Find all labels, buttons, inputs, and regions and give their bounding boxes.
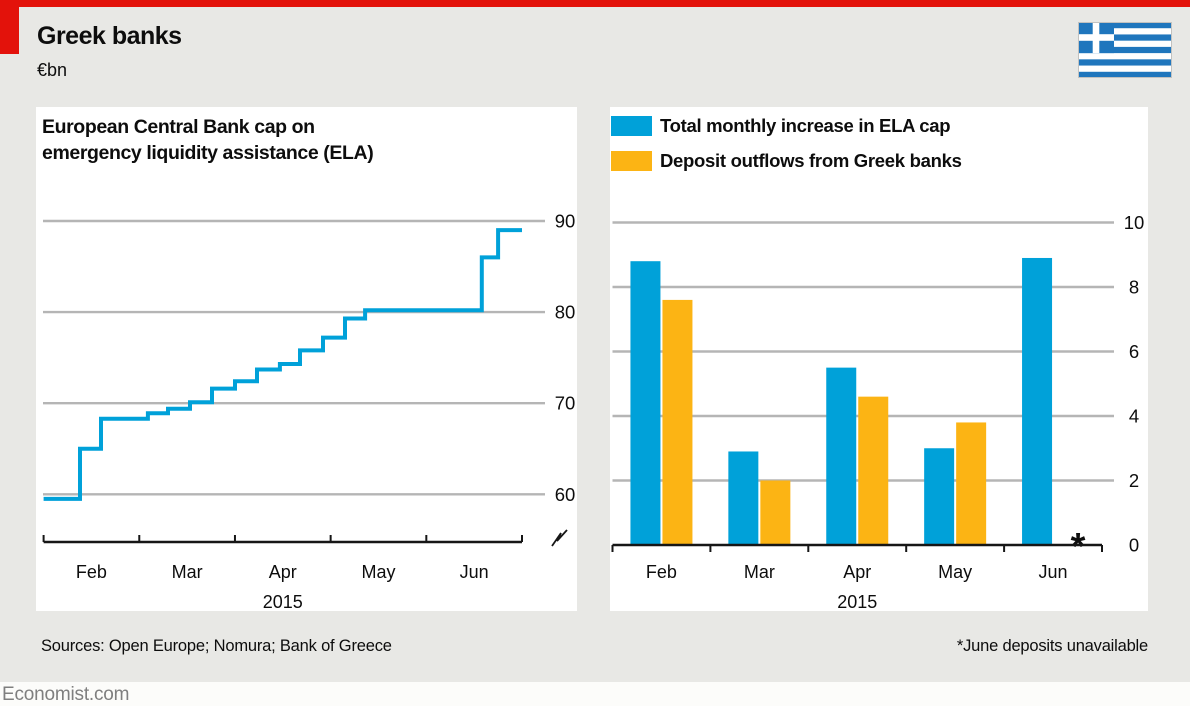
legend-swatch-blue	[611, 116, 652, 136]
month-label-May: May	[361, 562, 395, 582]
bar-deposit-outflow-May	[956, 422, 987, 545]
flag-stripe	[1078, 53, 1172, 60]
axis-break-icon	[551, 529, 568, 547]
units-label: €bn	[37, 60, 68, 80]
flag-stripe	[1078, 65, 1172, 72]
greece-flag-icon	[1078, 22, 1172, 78]
bar-ela-increase-Jun	[1022, 257, 1053, 545]
month-label-Feb: Feb	[646, 562, 677, 582]
y-tick-label-60: 60	[555, 484, 576, 505]
bar-ela-increase-May	[924, 448, 955, 545]
month-label-Mar: Mar	[172, 562, 203, 582]
ela-cap-step-chart: 60 70 80 90 Feb Mar Apr May Jun 2015	[42, 211, 576, 611]
y-tick-label-2: 2	[1129, 470, 1139, 491]
economist-red-tab	[0, 0, 19, 54]
month-label-Mar: Mar	[744, 562, 775, 582]
month-label-May: May	[938, 562, 972, 582]
bar-ela-increase-Mar	[728, 451, 759, 545]
left-chart-panel: European Central Bank cap on emergency l…	[36, 107, 577, 611]
month-label-Apr: Apr	[843, 562, 871, 582]
bar-deposit-outflow-Apr	[858, 396, 889, 545]
month-label-Feb: Feb	[76, 562, 107, 582]
bar-ela-increase-Apr	[826, 367, 857, 545]
flag-border	[1078, 22, 1172, 78]
y-tick-label-70: 70	[555, 393, 576, 414]
legend-swatch-yellow	[611, 151, 652, 171]
legend-label-deposits: Deposit outflows from Greek banks	[660, 150, 962, 171]
y-tick-label-0: 0	[1129, 535, 1139, 556]
left-chart-title-line2: emergency liquidity assistance (ELA)	[42, 142, 374, 164]
flag-stripe	[1078, 40, 1172, 47]
sources-note: Sources: Open Europe; Nomura; Bank of Gr…	[41, 637, 392, 655]
year-label: 2015	[837, 592, 877, 611]
y-tick-label-10: 10	[1124, 212, 1145, 233]
month-label-Apr: Apr	[269, 562, 297, 582]
y-tick-label-8: 8	[1129, 277, 1139, 298]
y-tick-label-90: 90	[555, 211, 576, 232]
bar-deposit-outflow-Feb	[662, 299, 693, 545]
ela-step-line	[43, 228, 522, 501]
ela-deposits-bar-chart: 0 2 4 6 8 10 Feb Mar Apr May Jun* 2015	[611, 212, 1145, 611]
bar-ela-increase-Feb	[630, 261, 661, 545]
footnote: *June deposits unavailable	[956, 637, 1148, 655]
missing-data-asterisk: *	[1071, 526, 1086, 568]
y-tick-label-4: 4	[1129, 406, 1139, 427]
legend-label-ela: Total monthly increase in ELA cap	[660, 115, 951, 136]
left-chart-title-line1: European Central Bank cap on	[42, 116, 315, 138]
flag-cross-horizontal	[1078, 34, 1114, 41]
flag-stripe	[1078, 28, 1172, 35]
y-tick-label-80: 80	[555, 302, 576, 323]
page-title: Greek banks	[37, 22, 182, 50]
right-chart-panel: Total monthly increase in ELA cap Deposi…	[610, 107, 1148, 611]
year-label: 2015	[263, 592, 303, 611]
legend: Total monthly increase in ELA cap Deposi…	[611, 115, 962, 186]
site-name: Economist.com	[2, 684, 130, 705]
legend-row-ela: Total monthly increase in ELA cap	[611, 115, 962, 136]
left-chart-title: European Central Bank cap on emergency l…	[42, 114, 374, 166]
legend-row-deposits: Deposit outflows from Greek banks	[611, 150, 962, 171]
top-red-bar	[0, 0, 1190, 7]
month-label-Jun: Jun	[460, 562, 489, 582]
bar-deposit-outflow-Mar	[760, 480, 791, 545]
month-label-Jun: Jun	[1039, 562, 1068, 582]
footer-bar: Economist.com	[0, 682, 1190, 706]
y-tick-label-6: 6	[1129, 341, 1139, 362]
